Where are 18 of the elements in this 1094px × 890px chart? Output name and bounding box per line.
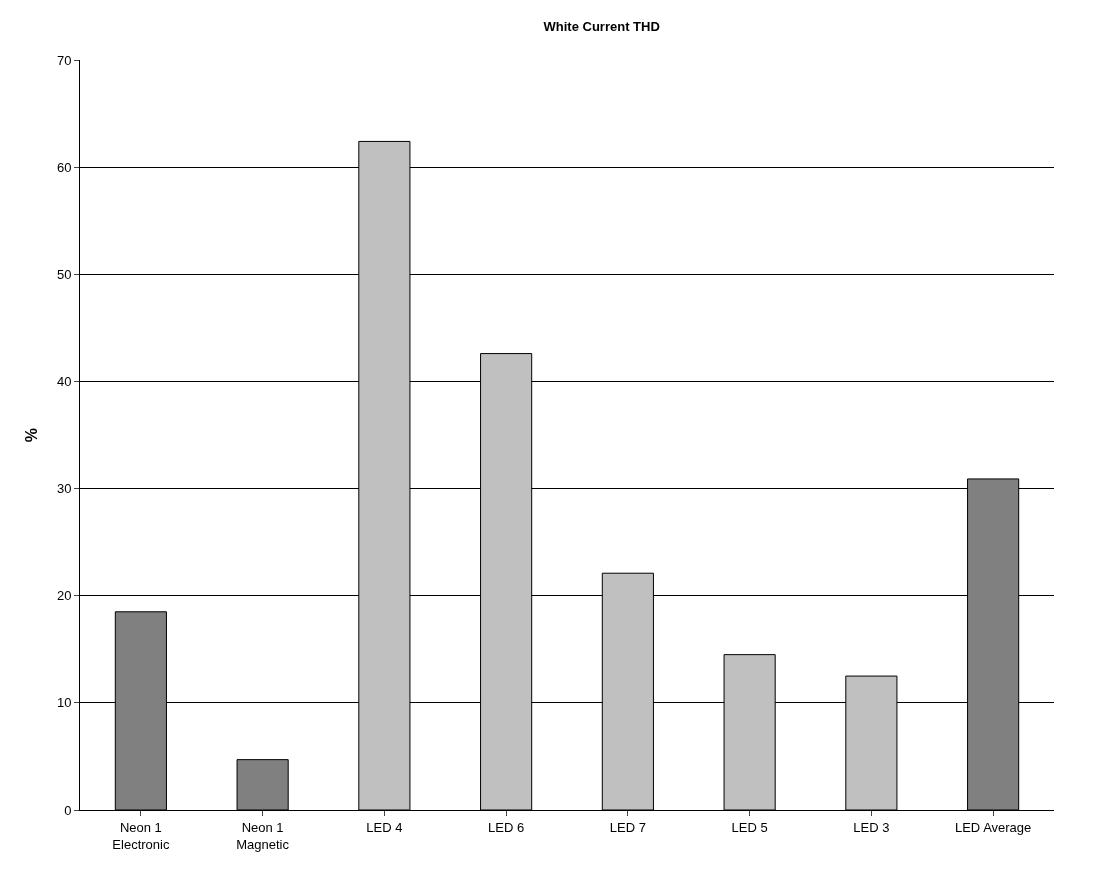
x-tick-label: Neon 1 Electronic bbox=[112, 819, 170, 852]
y-tick-label: 10 bbox=[56, 695, 72, 711]
y-tick-label: 40 bbox=[56, 373, 72, 389]
x-tick-label: LED Average bbox=[954, 819, 1032, 835]
x-tick-label: LED 3 bbox=[853, 819, 890, 835]
y-tick-label: 70 bbox=[56, 52, 72, 68]
x-tick-label: LED 6 bbox=[488, 819, 525, 835]
y-tick-label: 60 bbox=[56, 159, 72, 175]
y-axis-title: % bbox=[22, 427, 40, 443]
y-tick-label: 30 bbox=[56, 481, 72, 497]
x-tick-label: LED 5 bbox=[731, 819, 768, 835]
x-tick-label: LED 7 bbox=[609, 819, 646, 835]
y-tick-label: 50 bbox=[56, 266, 72, 282]
y-tick-label: 0 bbox=[64, 802, 72, 818]
chart-title: White Current THD bbox=[543, 19, 660, 35]
x-tick-label: Neon 1 Magnetic bbox=[236, 819, 290, 852]
x-tick-label: LED 4 bbox=[366, 819, 403, 835]
y-tick-label: 20 bbox=[56, 588, 72, 604]
